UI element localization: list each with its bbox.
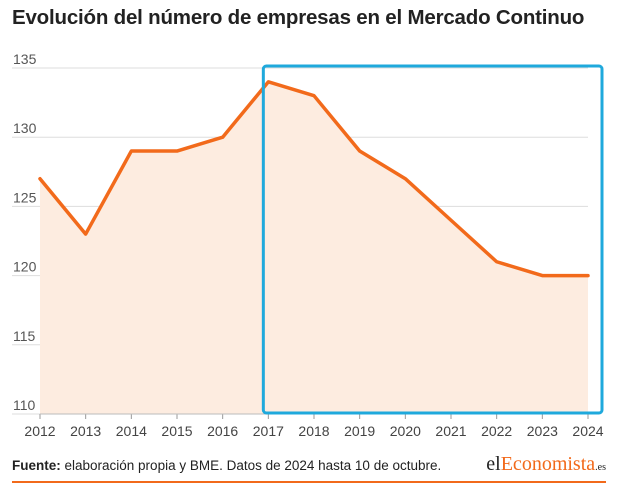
y-tick-label: 125 [13,189,37,205]
x-tick-label: 2012 [24,423,55,439]
y-axis-ticks: 110 115 120 125 130 135 [13,51,37,413]
x-tick-label: 2019 [344,423,375,439]
x-axis-ticks: 2012 2013 2014 2015 2016 2017 2018 2019 2020 2021… [24,413,604,439]
source-label: Fuente: [12,458,61,473]
brand-highlight: Economista [500,453,596,475]
y-tick-label: 110 [13,397,36,413]
area-layer [40,81,588,414]
brand-suffix: .es [595,462,606,473]
y-tick-label: 115 [13,328,36,344]
x-tick-label: 2020 [390,423,421,439]
x-tick-label: 2018 [298,423,329,439]
x-tick-label: 2024 [572,423,603,439]
x-tick-label: 2023 [527,423,558,439]
footer-rule [12,481,606,483]
line-layer [38,80,590,278]
source-text: elaboración propia y BME. Datos de 2024 … [60,458,442,473]
area-fill [40,81,588,414]
brand-logo: elEconomista.es [486,453,606,476]
x-tick-label: 2014 [116,423,147,439]
source-note: Fuente: elaboración propia y BME. Datos … [12,458,441,473]
y-tick-label: 120 [13,259,37,275]
x-tick-label: 2022 [481,423,512,439]
x-tick-label: 2021 [435,423,466,439]
chart-title: Evolución del número de empresas en el M… [12,6,585,29]
x-tick-label: 2013 [70,423,101,439]
highlight-box [261,64,604,415]
x-tick-label: 2016 [207,423,238,439]
highlight-layer [261,64,604,415]
brand-prefix: el [486,453,501,475]
x-tick-label: 2015 [161,423,192,439]
y-tick-label: 130 [13,120,37,136]
x-tick-label: 2017 [253,423,284,439]
y-tick-label: 135 [13,51,37,67]
